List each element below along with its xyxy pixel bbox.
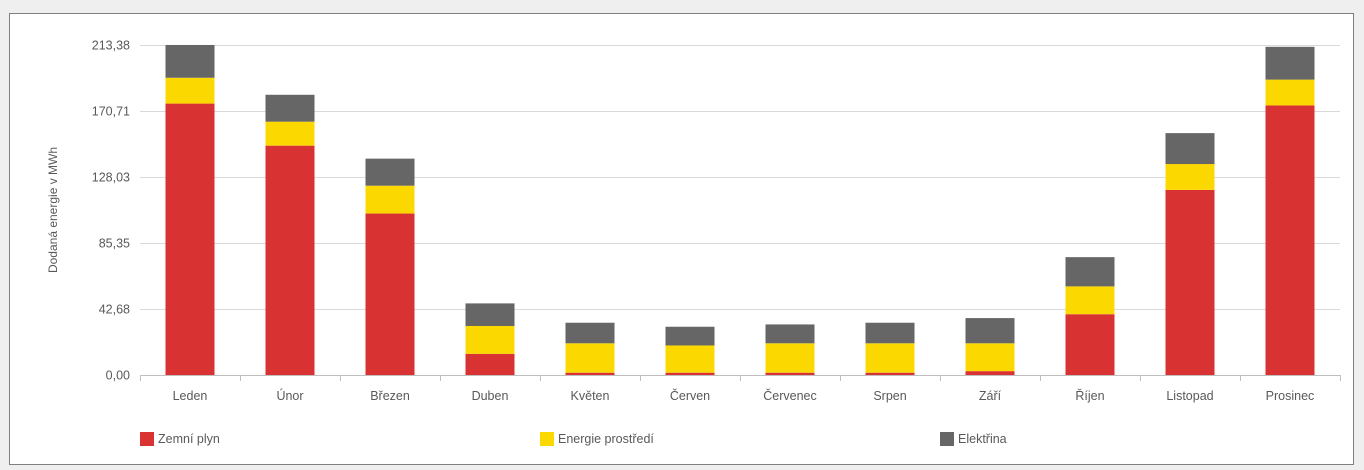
y-axis-title: Dodaná energie v MWh xyxy=(46,147,60,273)
x-tick-label: Červenec xyxy=(763,388,817,403)
x-tick-label: Červen xyxy=(670,388,710,403)
bar-segment xyxy=(465,325,515,354)
x-tick-label: Srpen xyxy=(873,389,906,403)
y-tick-label: 85,35 xyxy=(99,237,130,251)
y-axis-ticks: 0,00 42,68 85,35 128,03 170,71 213,38 xyxy=(92,39,130,383)
bar-segment xyxy=(1165,133,1215,165)
bar-segment xyxy=(565,343,615,373)
x-tick-label: Leden xyxy=(173,389,208,403)
x-tick-label: Březen xyxy=(370,389,410,403)
x-tick-label: Září xyxy=(979,389,1002,403)
bar-segment xyxy=(765,343,815,373)
x-tick-label: Říjen xyxy=(1075,388,1104,403)
bar-segment xyxy=(1265,79,1315,106)
legend-swatch xyxy=(140,432,154,446)
bar-segment xyxy=(465,353,515,375)
legend: Zemní plyn Energie prostředí Elektřina xyxy=(140,432,1007,446)
bar-segment xyxy=(1265,46,1315,80)
bar-segment xyxy=(965,343,1015,372)
bar-segment xyxy=(165,44,215,78)
x-tick-label: Prosinec xyxy=(1266,389,1315,403)
bar-segment xyxy=(665,326,715,346)
chart-panel xyxy=(9,13,1354,465)
bar-segment xyxy=(765,372,815,375)
legend-label: Energie prostředí xyxy=(558,432,654,446)
bar-segment xyxy=(765,324,815,344)
bar-segment xyxy=(1165,189,1215,375)
bar-segment xyxy=(865,343,915,373)
legend-swatch xyxy=(940,432,954,446)
y-tick-label: 0,00 xyxy=(106,369,130,383)
bar-segment xyxy=(965,318,1015,344)
bar-segment xyxy=(965,371,1015,375)
bar-segment xyxy=(265,145,315,375)
bar-segment xyxy=(1065,314,1115,375)
x-tick-label: Duben xyxy=(472,389,509,403)
bar-segment xyxy=(165,103,215,375)
bar-segment xyxy=(1265,105,1315,375)
bar-segment xyxy=(365,213,415,375)
bars xyxy=(165,44,1315,375)
bar-segment xyxy=(665,372,715,375)
x-tick-label: Listopad xyxy=(1166,389,1213,403)
bar-segment xyxy=(865,372,915,375)
bar-segment xyxy=(265,94,315,122)
legend-label: Zemní plyn xyxy=(158,432,220,446)
bar-segment xyxy=(165,77,215,104)
legend-label: Elektřina xyxy=(958,432,1007,446)
bar-segment xyxy=(565,372,615,375)
bar-segment xyxy=(365,185,415,214)
x-axis xyxy=(140,375,1341,381)
x-tick-label: Květen xyxy=(571,389,610,403)
legend-swatch xyxy=(540,432,554,446)
gridlines xyxy=(140,45,1340,310)
bar-segment xyxy=(1165,164,1215,190)
y-tick-label: 213,38 xyxy=(92,39,130,53)
y-tick-label: 128,03 xyxy=(92,171,130,185)
bar-segment xyxy=(565,322,615,344)
bar-segment xyxy=(1065,286,1115,315)
bar-segment xyxy=(1065,257,1115,287)
y-tick-label: 170,71 xyxy=(92,105,130,119)
x-tick-label: Únor xyxy=(276,388,303,403)
bar-segment xyxy=(365,158,415,186)
bar-segment xyxy=(865,322,915,344)
bar-segment xyxy=(665,345,715,373)
bar-segment xyxy=(465,303,515,326)
bar-segment xyxy=(265,121,315,146)
x-axis-labels: Leden Únor Březen Duben Květen Červen Červenec… xyxy=(173,388,1315,403)
y-tick-label: 42,68 xyxy=(99,303,130,317)
